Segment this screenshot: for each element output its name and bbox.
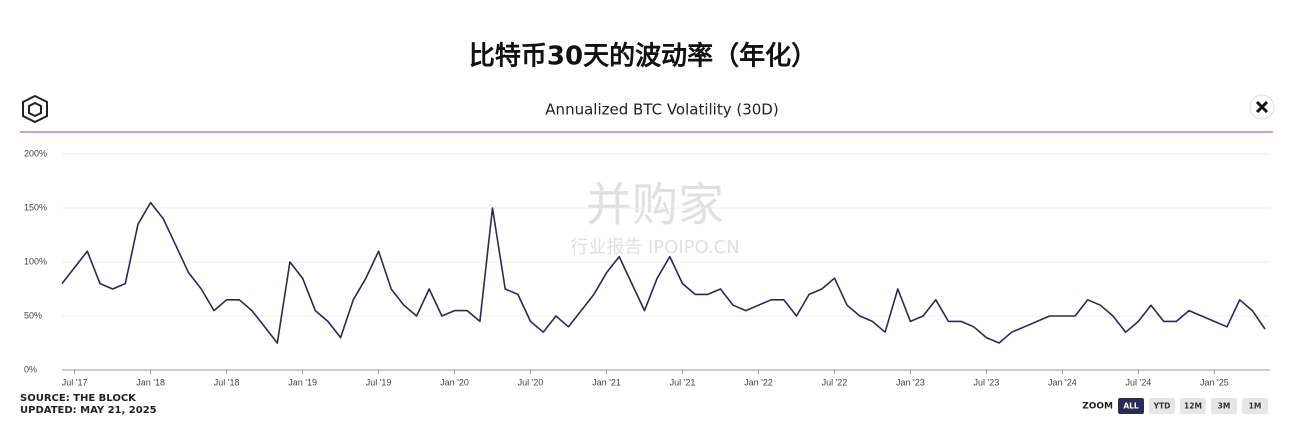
logo — [22, 94, 48, 124]
page-title: 比特币30天的波动率（年化） — [469, 41, 817, 72]
zoom-button-label[interactable]: 1M — [1249, 402, 1262, 411]
updated: UPDATED: MAY 21, 2025 — [20, 405, 157, 416]
x-tick-label: Jul '24 — [1126, 377, 1152, 387]
y-tick-label: 150% — [24, 202, 47, 212]
zoom-button-label[interactable]: ALL — [1123, 402, 1139, 411]
chart-title: Annualized BTC Volatility (30D) — [545, 101, 778, 119]
x-tick-label: Jan '25 — [1200, 377, 1229, 387]
x-tick-label: Jan '22 — [744, 377, 773, 387]
zoom-button[interactable] — [1180, 398, 1206, 414]
x-tick-label: Jul '21 — [670, 377, 696, 387]
x-tick-label: Jul '19 — [366, 377, 392, 387]
x-tick-label: Jul '17 — [62, 377, 88, 387]
x-tick-label: Jul '18 — [214, 377, 240, 387]
x-tick-label: Jan '19 — [288, 377, 317, 387]
y-tick-label: 200% — [24, 148, 47, 158]
x-tick-label: Jul '23 — [974, 377, 1000, 387]
x-tick-label: Jul '20 — [518, 377, 544, 387]
y-tick-label: 50% — [24, 310, 42, 320]
x-tick-label: Jan '18 — [136, 377, 165, 387]
source: SOURCE: THE BLOCK — [20, 393, 137, 404]
zoom-button[interactable] — [1118, 398, 1144, 414]
zoom-button-label[interactable]: 12M — [1184, 402, 1202, 411]
x-tick-label: Jan '24 — [1048, 377, 1077, 387]
y-tick-label: 100% — [24, 256, 47, 266]
zoom-label: ZOOM — [1082, 402, 1113, 412]
zoom-button-label[interactable]: YTD — [1153, 402, 1171, 411]
x-tick-label: Jul '22 — [822, 377, 848, 387]
volatility-line — [61, 201, 1266, 344]
y-tick-label: 0% — [24, 364, 37, 374]
zoom-button[interactable] — [1211, 398, 1237, 414]
watermark-brand: 并购家 — [586, 178, 724, 232]
zoom-button-label[interactable]: 3M — [1218, 402, 1231, 411]
zoom-button[interactable] — [1242, 398, 1268, 414]
x-tick-label: Jan '20 — [440, 377, 469, 387]
x-tick-label: Jan '23 — [896, 377, 925, 387]
watermark-tagline: 行业报告 IPOIPO.CN — [570, 237, 739, 258]
close-icon[interactable] — [1255, 100, 1269, 114]
zoom-button[interactable] — [1149, 398, 1175, 414]
x-tick-label: Jan '21 — [592, 377, 621, 387]
